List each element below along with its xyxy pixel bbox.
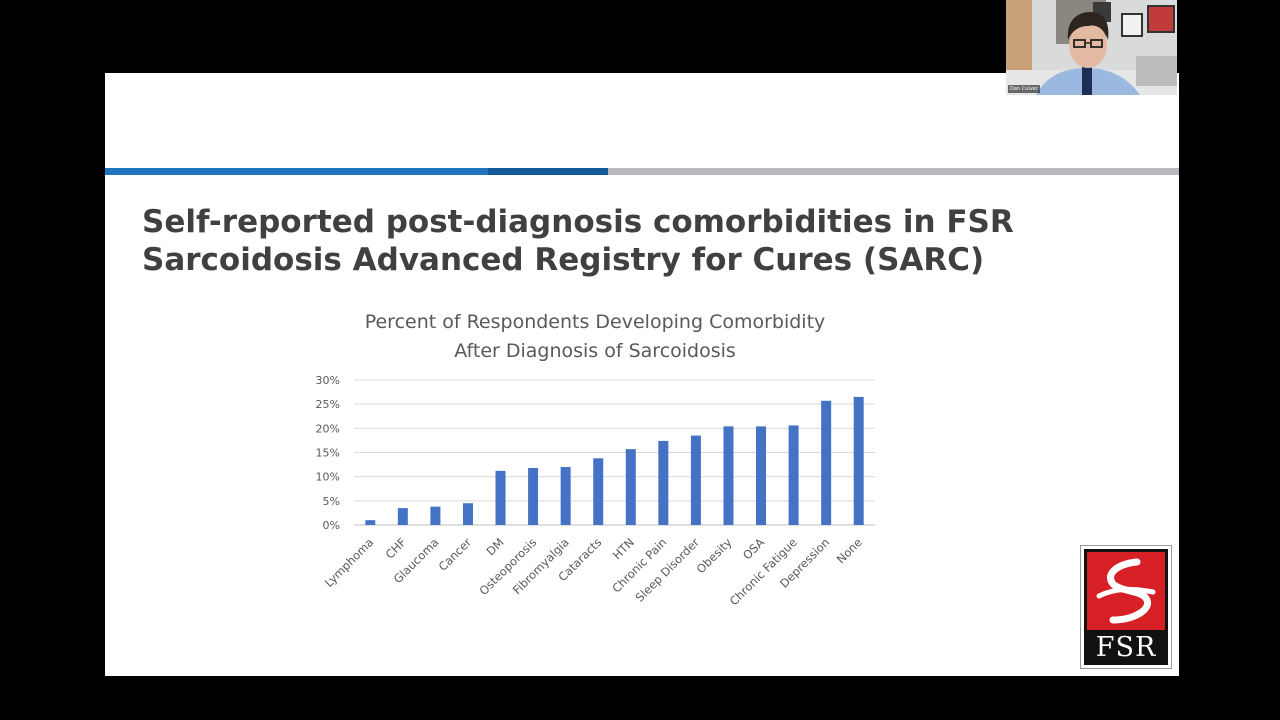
accent-segment-dark-blue xyxy=(488,168,608,175)
fsr-logo-emblem xyxy=(1087,552,1165,630)
x-tick-label: Lymphoma xyxy=(322,535,377,590)
y-tick-label: 0% xyxy=(323,519,340,532)
slide-accent-bar xyxy=(105,168,1179,175)
bar-chronic-pain xyxy=(658,440,669,525)
bar-none xyxy=(853,396,864,525)
bar-osteoporosis xyxy=(528,467,539,525)
bar-chf xyxy=(397,508,408,525)
slide-title-line-1: Self-reported post-diagnosis comorbiditi… xyxy=(142,204,1014,240)
fsr-logo-text: FSR xyxy=(1095,632,1157,663)
bar-dm xyxy=(495,470,506,525)
x-tick-label: Cancer xyxy=(436,535,475,574)
bar-chronic-fatigue xyxy=(788,425,799,525)
chart-title-line-1: Percent of Respondents Developing Comorb… xyxy=(364,311,826,333)
y-tick-label: 10% xyxy=(316,471,340,484)
x-tick-label: HTN xyxy=(610,535,637,562)
x-tick-label: Obesity xyxy=(694,535,735,576)
y-tick-label: 15% xyxy=(316,447,340,460)
slide-title: Self-reported post-diagnosis comorbiditi… xyxy=(142,203,1142,279)
y-axis-ticks: 0% 5% 10% 15% 20% 25% 30% xyxy=(316,374,340,532)
y-tick-label: 5% xyxy=(323,495,340,508)
y-tick-label: 25% xyxy=(316,398,340,411)
bar-obesity xyxy=(723,426,734,525)
bar-cataracts xyxy=(593,458,604,525)
bar-glaucoma xyxy=(430,506,441,525)
bar-sleep-disorder xyxy=(690,435,701,525)
fsr-logo: FSR xyxy=(1080,545,1172,669)
bar-cancer xyxy=(462,503,473,525)
bar-depression xyxy=(821,400,832,525)
bar-htn xyxy=(625,449,636,525)
x-tick-label: DM xyxy=(483,535,506,558)
bar-fibromyalgia xyxy=(560,467,571,525)
chart-bars xyxy=(365,396,864,525)
bar-osa xyxy=(756,426,767,525)
y-tick-label: 20% xyxy=(316,422,340,435)
x-tick-label: CHF xyxy=(383,535,409,561)
chart-title-line-2: After Diagnosis of Sarcoidosis xyxy=(454,340,736,362)
y-tick-label: 30% xyxy=(316,374,340,387)
bar-chart: 0%5%10%15%20%25%30% Lymphoma CHFGlaucomaC… xyxy=(316,374,875,608)
chart-title: Percent of Respondents Developing Comorb… xyxy=(295,308,895,366)
bar-lymphoma xyxy=(365,520,376,525)
chart-gridlines xyxy=(354,379,875,526)
webcam-video-tile[interactable]: Dan Culver xyxy=(1006,0,1177,95)
slide-title-line-2: Sarcoidosis Advanced Registry for Cures … xyxy=(142,242,985,278)
participant-name-label: Dan Culver xyxy=(1008,85,1040,93)
webcam-video-frame xyxy=(1006,0,1177,95)
accent-segment-blue xyxy=(105,168,488,175)
x-tick-label: OSA xyxy=(740,535,767,562)
presentation-slide: Self-reported post-diagnosis comorbiditi… xyxy=(105,73,1179,676)
x-tick-label: None xyxy=(834,535,865,566)
